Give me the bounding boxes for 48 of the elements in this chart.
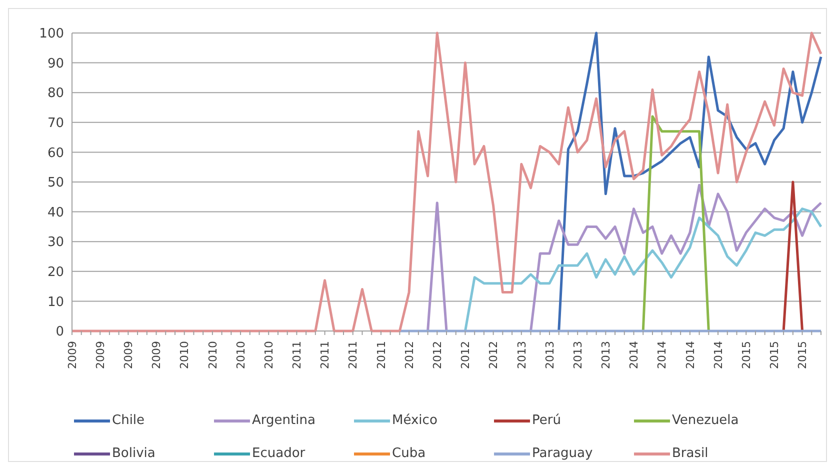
y-tick-label: 60	[47, 146, 64, 161]
x-tick-label: 2014	[656, 341, 669, 369]
x-tick-label: 2015	[740, 341, 753, 369]
legend-label: Brasil	[672, 446, 708, 461]
y-tick-label: 50	[47, 176, 64, 191]
y-tick-label: 10	[47, 294, 64, 310]
y-tick-label: 70	[47, 116, 64, 132]
x-tick-label: 2011	[374, 341, 388, 369]
x-tick-label: 2009	[150, 341, 164, 369]
y-tick-label: 30	[47, 235, 64, 250]
x-tick-label: 2013	[515, 341, 528, 369]
x-tick-label: 2014	[684, 341, 697, 369]
x-tick-label: 2013	[543, 341, 556, 369]
legend-label: México	[392, 413, 438, 428]
legend-label: Bolivia	[112, 446, 156, 461]
legend-label: Argentina	[252, 413, 316, 428]
x-tick-label: 2011	[318, 341, 332, 369]
x-tick-label: 2013	[571, 341, 584, 369]
x-tick-label: 2011	[290, 341, 304, 369]
x-tick-label: 2015	[796, 341, 810, 369]
x-tick-label: 2012	[430, 341, 444, 369]
x-tick-label: 2011	[346, 341, 360, 369]
x-tick-label: 2010	[206, 341, 220, 369]
x-tick-label: 2012	[402, 341, 416, 369]
x-tick-label: 2010	[234, 341, 248, 369]
x-tick-label: 2010	[178, 341, 192, 369]
legend-label: Chile	[112, 413, 145, 428]
x-tick-label: 2013	[600, 341, 613, 369]
x-tick-label: 2009	[122, 341, 136, 369]
x-tick-label: 2009	[66, 341, 79, 369]
legend-label: Paraguay	[532, 446, 593, 461]
y-tick-label: 40	[47, 205, 64, 220]
legend-label: Venezuela	[672, 413, 739, 428]
y-tick-label: 90	[47, 56, 64, 72]
x-tick-label: 2014	[628, 341, 641, 369]
legend-label: Cuba	[392, 446, 426, 461]
x-tick-label: 2010	[262, 341, 276, 369]
legend-label: Perú	[532, 413, 561, 428]
x-tick-label: 2014	[712, 341, 725, 369]
x-tick-label: 2015	[768, 341, 782, 369]
y-tick-label: 100	[39, 26, 64, 42]
x-tick-label: 2009	[94, 341, 107, 369]
x-tick-label: 2012	[459, 341, 472, 369]
legend-label: Ecuador	[252, 446, 306, 461]
y-tick-label: 80	[47, 86, 64, 102]
x-tick-label: 2012	[487, 341, 500, 369]
y-tick-label: 20	[47, 265, 64, 280]
y-tick-label: 0	[56, 324, 64, 340]
